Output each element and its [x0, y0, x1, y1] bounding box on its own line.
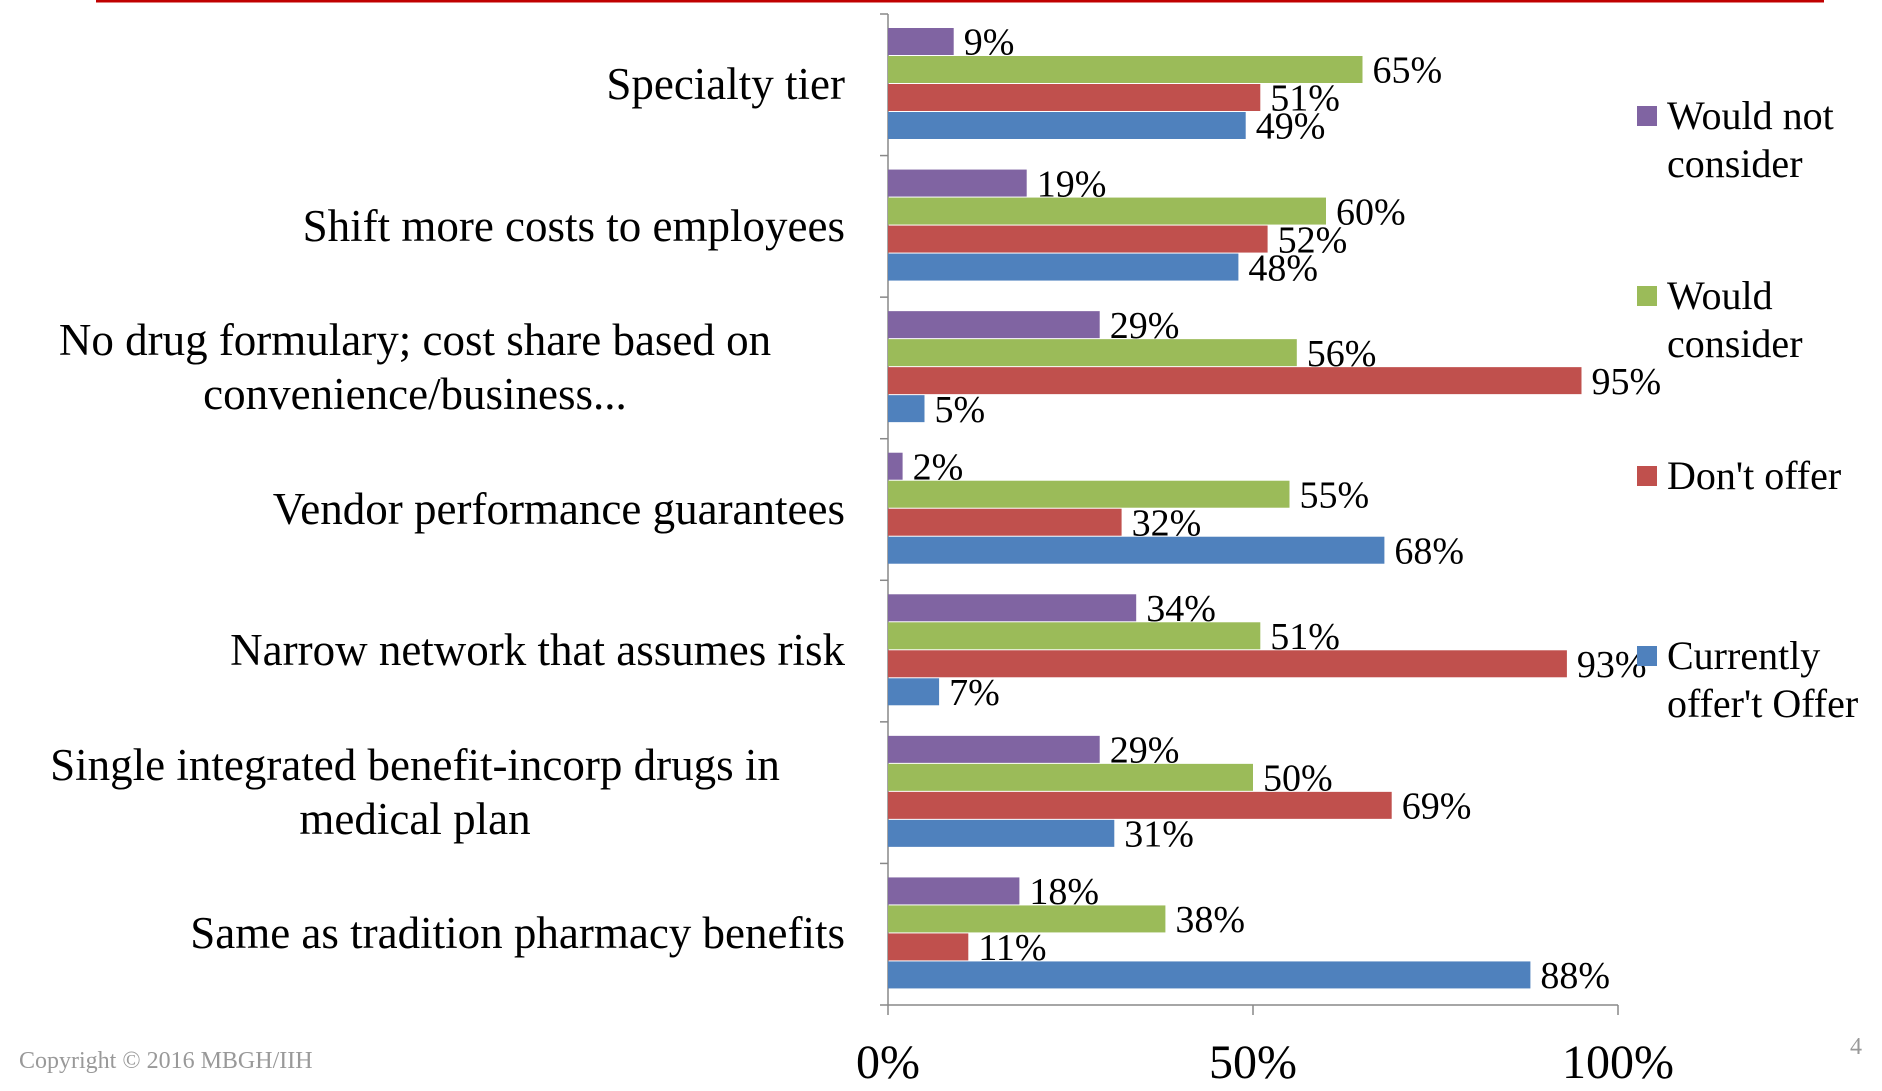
- legend-swatch: [1637, 106, 1657, 126]
- data-label: 93%: [1577, 644, 1647, 686]
- bar: [888, 253, 1239, 281]
- bar: [888, 197, 1326, 225]
- bar: [888, 877, 1020, 905]
- data-label: 51%: [1270, 78, 1340, 120]
- bar: [888, 678, 940, 706]
- category-label-box: Same as tradition pharmacy benefits: [0, 863, 845, 1003]
- legend-item: Don't offer: [1637, 452, 1882, 500]
- category-label: Narrow network that assumes risk: [230, 625, 845, 676]
- bar: [888, 225, 1268, 253]
- page-number: 4: [1850, 1034, 1862, 1060]
- bar: [888, 56, 1363, 83]
- legend-item: Would not consider: [1637, 92, 1882, 188]
- data-label: 88%: [1540, 955, 1610, 997]
- x-tick-label: 100%: [1562, 1036, 1674, 1089]
- legend-swatch: [1637, 286, 1657, 306]
- legend-item: Currently offer't Offer: [1637, 632, 1882, 728]
- data-label: 49%: [1256, 106, 1326, 148]
- data-label: 69%: [1402, 786, 1472, 828]
- legend-label: Currently offer't Offer: [1667, 633, 1859, 726]
- data-label: 5%: [935, 389, 986, 431]
- category-label: Single integrated benefit-incorp drugs i…: [50, 739, 780, 844]
- legend-swatch: [1637, 646, 1657, 666]
- category-label-box: Vendor performance guarantees: [0, 439, 845, 579]
- category-label-box: Shift more costs to employees: [0, 156, 845, 296]
- category-label: Vendor performance guarantees: [272, 483, 845, 534]
- bar: [888, 650, 1567, 678]
- category-label-box: No drug formulary; cost share based on c…: [0, 297, 845, 437]
- bar: [888, 367, 1582, 395]
- data-label: 68%: [1394, 530, 1464, 572]
- data-label: 55%: [1300, 474, 1370, 516]
- copyright: Copyright © 2016 MBGH/IIH: [19, 1048, 313, 1074]
- legend-item: Would consider: [1637, 272, 1882, 368]
- bar: [888, 819, 1115, 847]
- category-label: No drug formulary; cost share based on c…: [58, 315, 772, 420]
- category-label-box: Specialty tier: [0, 14, 845, 154]
- category-label: Shift more costs to employees: [302, 200, 845, 251]
- data-label: 31%: [1124, 814, 1194, 856]
- bar: [888, 395, 925, 423]
- x-tick-label: 0%: [856, 1036, 920, 1089]
- bar: [888, 536, 1385, 564]
- bar: [888, 622, 1261, 650]
- category-label: Specialty tier: [606, 59, 845, 109]
- bar: [888, 905, 1166, 933]
- data-label: 38%: [1175, 899, 1245, 941]
- data-label: 52%: [1278, 219, 1348, 261]
- bar: [888, 791, 1392, 819]
- category-label: Same as tradition pharmacy benefits: [190, 908, 845, 959]
- bar: [888, 112, 1246, 139]
- bar: [888, 28, 954, 55]
- data-label: 95%: [1592, 361, 1662, 403]
- bar: [888, 311, 1100, 339]
- x-tick-label: 50%: [1209, 1036, 1297, 1089]
- data-label: 65%: [1373, 50, 1443, 92]
- bar: [888, 594, 1137, 622]
- bar: [888, 763, 1253, 791]
- bar: [888, 480, 1290, 508]
- legend-swatch: [1637, 466, 1657, 486]
- bar: [888, 735, 1100, 763]
- bar: [888, 169, 1027, 197]
- data-label: 48%: [1248, 247, 1318, 289]
- bar: [888, 84, 1261, 111]
- category-label-box: Narrow network that assumes risk: [0, 580, 845, 720]
- data-label: 60%: [1336, 191, 1406, 233]
- bar: [888, 961, 1531, 989]
- bar: [888, 933, 969, 961]
- bar: [888, 508, 1122, 536]
- data-label: 7%: [949, 672, 1000, 714]
- legend-label: Would not consider: [1667, 93, 1834, 186]
- bar: [888, 339, 1297, 367]
- legend-label: Don't offer: [1667, 453, 1842, 498]
- category-label-box: Single integrated benefit-incorp drugs i…: [0, 722, 845, 862]
- bar: [888, 452, 903, 480]
- legend-label: Would consider: [1667, 273, 1803, 366]
